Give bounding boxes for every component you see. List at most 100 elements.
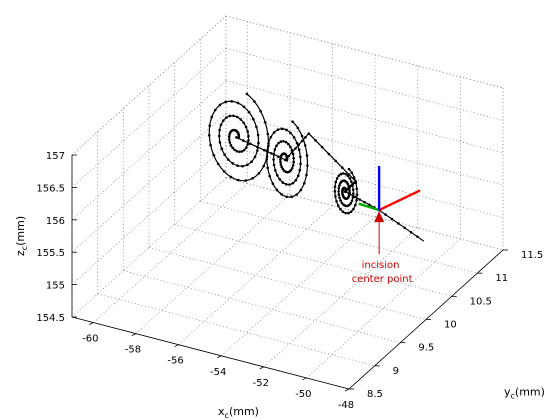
spiral-marker [288, 183, 291, 186]
trajectory-marker [390, 217, 394, 221]
spiral-marker [275, 144, 278, 148]
y-tick-label: 10.5 [470, 296, 492, 307]
spiral-marker [348, 189, 351, 192]
trajectory-marker [320, 145, 324, 149]
spiral-marker [354, 203, 357, 207]
y-axis-label-unit: (mm) [515, 386, 545, 399]
spiral-marker [257, 172, 261, 175]
trajectory-marker [327, 152, 331, 156]
spiral-marker [230, 100, 233, 103]
spiral-marker [352, 192, 355, 195]
spiral-marker [253, 100, 256, 103]
spiral-marker [348, 177, 352, 180]
grid-line-y-floor [97, 293, 375, 367]
spiral-marker [269, 135, 273, 139]
spiral-marker [267, 142, 270, 145]
trajectory-marker [368, 203, 371, 207]
spiral-marker [350, 199, 354, 203]
spiral-marker [228, 133, 231, 136]
spiral-marker [209, 143, 212, 147]
z-axis-label-var: z [14, 250, 27, 256]
trajectory-marker [397, 222, 400, 225]
spiral-marker [235, 149, 239, 153]
spiral-marker [242, 121, 245, 125]
spiral-marker [265, 149, 269, 153]
spiral-marker [303, 144, 307, 147]
spiral-marker [347, 193, 351, 197]
spiral-marker [272, 158, 275, 161]
spiral-marker [227, 135, 231, 139]
spiral-marker [279, 140, 283, 143]
spiral-marker [240, 150, 244, 153]
spiral-marker [355, 187, 359, 191]
spiral-marker [337, 187, 341, 190]
grid-line-z-side [71, 80, 227, 221]
spiral-marker [279, 163, 283, 166]
spiral-marker [236, 178, 240, 182]
spiral-marker [297, 148, 301, 152]
spiral-marker [279, 160, 282, 164]
trajectory-marker [294, 147, 297, 150]
spiral-marker [255, 125, 258, 129]
spiral-marker [246, 143, 249, 146]
spiral-marker [220, 147, 224, 151]
spiral-marker [351, 188, 355, 191]
spiral-marker [222, 170, 226, 173]
trajectory-marker [340, 166, 344, 169]
grid-line-y-floor [123, 270, 401, 344]
spiral-marker [218, 141, 222, 144]
spiral-marker [251, 177, 254, 180]
spiral-marker [289, 169, 293, 172]
spiral-marker [352, 176, 356, 179]
spiral-marker [244, 146, 248, 149]
trajectory-marker [363, 200, 366, 204]
spiral-marker [208, 124, 211, 127]
spiral-marker [344, 172, 347, 176]
x-tick-mark [259, 366, 264, 370]
spiral-marker [272, 152, 276, 156]
spiral-marker [242, 105, 246, 108]
spiral-marker [302, 182, 306, 185]
spiral-marker [299, 188, 303, 192]
spiral-marker [256, 133, 260, 137]
trajectory-marker [263, 148, 266, 152]
box-back-edge [225, 15, 504, 89]
spiral-marker [299, 162, 302, 166]
spiral-marker [291, 120, 294, 123]
spiral-marker [280, 193, 283, 196]
spiral-marker [347, 186, 351, 190]
z-axis-label-sub: c [20, 246, 29, 250]
spiral-marker [355, 193, 359, 196]
spiral-marker [289, 131, 292, 135]
trajectory-marker [249, 142, 252, 146]
spiral-marker [280, 165, 283, 169]
spiral-marker [290, 195, 294, 199]
spiral-marker [278, 178, 282, 181]
grid-line-x-floor [93, 183, 248, 323]
spiral-marker [334, 195, 337, 198]
spiral-marker [347, 184, 350, 188]
spiral-marker [354, 181, 358, 185]
spiral-marker [277, 141, 280, 145]
trajectory-marker [384, 213, 387, 216]
spiral-marker [253, 155, 257, 159]
y-axis-label: yc(mm) [504, 386, 545, 401]
z-tick-label: 154.5 [36, 313, 65, 324]
spiral-marker [350, 180, 353, 183]
x-axis-label: xc(mm) [218, 405, 259, 420]
spiral-marker [300, 134, 304, 138]
x-tick-mark [174, 344, 179, 348]
spiral-marker [275, 174, 279, 177]
grid-line-y-floor [200, 200, 478, 274]
spiral-marker [335, 177, 339, 180]
spiral-marker [232, 114, 235, 118]
spiral-marker [287, 142, 290, 146]
trajectory-marker [403, 226, 406, 230]
spiral-marker [257, 141, 260, 145]
x-tick-mark [131, 333, 137, 336]
spiral-marker [352, 207, 355, 211]
trajectory-marker [242, 139, 245, 142]
x-tick-label: -54 [210, 367, 226, 378]
